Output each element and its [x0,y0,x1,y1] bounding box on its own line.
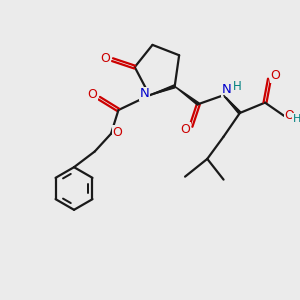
Text: O: O [88,88,98,101]
Text: O: O [270,70,280,83]
Text: H: H [292,114,300,124]
Text: N: N [139,87,149,100]
Polygon shape [175,86,199,105]
Text: N: N [222,83,231,96]
Polygon shape [224,95,241,114]
Text: O: O [100,52,110,65]
Polygon shape [149,85,175,95]
Text: O: O [285,110,295,122]
Text: O: O [112,126,122,139]
Text: O: O [181,123,190,136]
Text: H: H [232,80,241,93]
